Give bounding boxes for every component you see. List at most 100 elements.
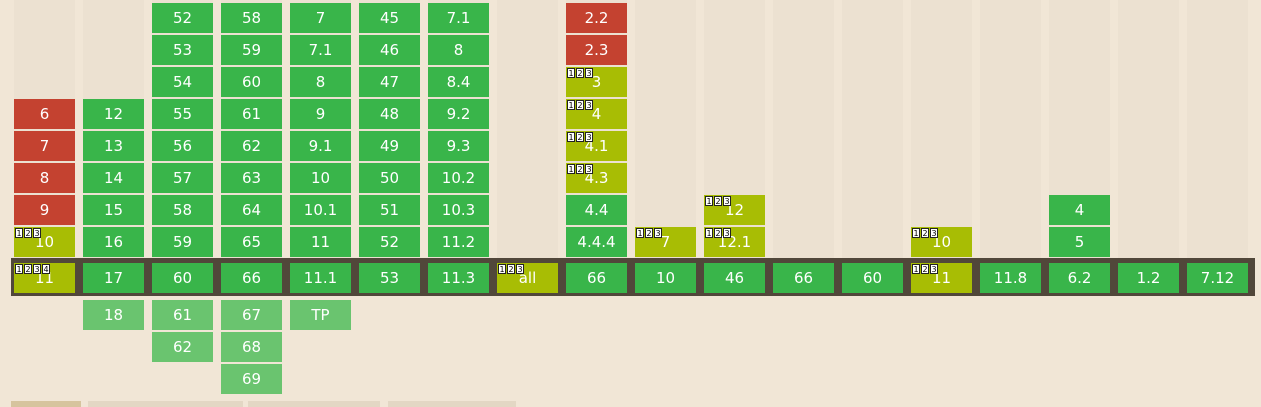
future-version-cell[interactable]: 69 xyxy=(221,364,282,394)
past-version-cell[interactable]: 10.2 xyxy=(428,163,489,193)
past-version-cell[interactable]: 7.1 xyxy=(290,35,351,65)
past-version-cell[interactable]: 45 xyxy=(359,3,420,33)
past-version-cell[interactable]: 7.1 xyxy=(428,3,489,33)
past-version-cell[interactable]: 50 xyxy=(359,163,420,193)
future-version-cell[interactable]: 61 xyxy=(152,300,213,330)
past-version-cell[interactable]: 10.1 xyxy=(290,195,351,225)
current-version-cell[interactable]: 7.12 xyxy=(1187,263,1248,293)
current-version-cell[interactable]: 11.3 xyxy=(428,263,489,293)
past-version-cell[interactable]: 8 xyxy=(290,67,351,97)
past-version-cell[interactable]: 10.3 xyxy=(428,195,489,225)
current-version-cell[interactable]: 11.8 xyxy=(980,263,1041,293)
past-version-cell[interactable]: 2.3 xyxy=(566,35,627,65)
past-version-cell[interactable]: 13 xyxy=(83,131,144,161)
past-version-cell[interactable]: 49 xyxy=(359,131,420,161)
past-version-cell[interactable]: 5 xyxy=(1049,227,1110,257)
past-version-cell[interactable]: 58 xyxy=(221,3,282,33)
future-version-cell[interactable]: 68 xyxy=(221,332,282,362)
past-version-cell[interactable]: 53 xyxy=(152,35,213,65)
bottom-tab[interactable] xyxy=(88,401,243,407)
future-version-cell[interactable]: 18 xyxy=(83,300,144,330)
past-version-cell[interactable]: 12 xyxy=(83,99,144,129)
past-version-cell[interactable]: 11 xyxy=(290,227,351,257)
past-version-cell[interactable]: 51 xyxy=(359,195,420,225)
past-version-cell[interactable]: 52 xyxy=(359,227,420,257)
current-version-cell[interactable]: 66 xyxy=(773,263,834,293)
past-version-cell[interactable]: 1 2 3 10 xyxy=(911,227,972,257)
version-label: 14 xyxy=(103,169,124,187)
current-version-cell[interactable]: 53 xyxy=(359,263,420,293)
current-version-cell[interactable]: 60 xyxy=(152,263,213,293)
past-version-cell[interactable]: 60 xyxy=(221,67,282,97)
past-version-cell[interactable]: 62 xyxy=(221,131,282,161)
past-version-cell[interactable]: 61 xyxy=(221,99,282,129)
past-version-cell[interactable]: 64 xyxy=(221,195,282,225)
past-version-cell[interactable]: 8.4 xyxy=(428,67,489,97)
current-version-cell[interactable]: 6.2 xyxy=(1049,263,1110,293)
past-version-cell[interactable]: 1 2 3 4.1 xyxy=(566,131,627,161)
current-version-cell[interactable]: 17 xyxy=(83,263,144,293)
past-version-cell[interactable]: 9 xyxy=(14,195,75,225)
future-version-cell[interactable]: 67 xyxy=(221,300,282,330)
current-version-cell[interactable]: 10 xyxy=(635,263,696,293)
past-version-cell[interactable]: 7 xyxy=(290,3,351,33)
current-version-cell[interactable]: 11.1 xyxy=(290,263,351,293)
past-version-cell[interactable]: 15 xyxy=(83,195,144,225)
past-version-cell[interactable]: 55 xyxy=(152,99,213,129)
current-version-cell[interactable]: 66 xyxy=(566,263,627,293)
current-version-cell[interactable]: 1 2 3 4 11 xyxy=(14,263,75,293)
current-version-cell[interactable]: 66 xyxy=(221,263,282,293)
version-label: 8 xyxy=(315,73,326,91)
past-version-cell[interactable]: 16 xyxy=(83,227,144,257)
past-version-cell[interactable]: 7 xyxy=(14,131,75,161)
past-version-cell[interactable]: 56 xyxy=(152,131,213,161)
past-version-cell[interactable]: 4.4 xyxy=(566,195,627,225)
bottom-tab[interactable] xyxy=(388,401,516,407)
bottom-tab[interactable] xyxy=(248,401,380,407)
past-version-cell[interactable]: 4.4.4 xyxy=(566,227,627,257)
past-version-cell[interactable]: 1 2 3 12 xyxy=(704,195,765,225)
past-version-cell[interactable]: 65 xyxy=(221,227,282,257)
past-version-cell[interactable]: 2.2 xyxy=(566,3,627,33)
current-version-cell[interactable]: 1 2 3 11 xyxy=(911,263,972,293)
past-version-cell[interactable]: 1 2 3 10 xyxy=(14,227,75,257)
past-version-cell[interactable]: 59 xyxy=(152,227,213,257)
past-version-cell[interactable]: 9.2 xyxy=(428,99,489,129)
past-version-cell[interactable]: 10 xyxy=(290,163,351,193)
past-version-cell[interactable]: 8 xyxy=(14,163,75,193)
past-version-cell[interactable]: 52 xyxy=(152,3,213,33)
current-version-cell[interactable]: 1.2 xyxy=(1118,263,1179,293)
past-version-cell[interactable]: 11.2 xyxy=(428,227,489,257)
version-label: 10 xyxy=(655,269,676,287)
past-version-cell[interactable]: 59 xyxy=(221,35,282,65)
version-label: 4.4 xyxy=(584,201,609,219)
past-version-cell[interactable]: 9 xyxy=(290,99,351,129)
past-version-cell[interactable]: 4 xyxy=(1049,195,1110,225)
past-version-cell[interactable]: 63 xyxy=(221,163,282,193)
past-version-cell[interactable]: 1 2 3 4.3 xyxy=(566,163,627,193)
past-version-cell[interactable]: 46 xyxy=(359,35,420,65)
past-version-cell[interactable]: 1 2 3 12.1 xyxy=(704,227,765,257)
past-version-cell[interactable]: 48 xyxy=(359,99,420,129)
version-label: 60 xyxy=(172,269,193,287)
bottom-tab[interactable] xyxy=(11,401,81,407)
past-version-cell[interactable]: 8 xyxy=(428,35,489,65)
current-version-cell[interactable]: 60 xyxy=(842,263,903,293)
future-version-cell[interactable]: 62 xyxy=(152,332,213,362)
past-version-cell[interactable]: 9.1 xyxy=(290,131,351,161)
current-version-cell[interactable]: 1 2 3 all xyxy=(497,263,558,293)
past-version-cell[interactable]: 58 xyxy=(152,195,213,225)
past-version-cell[interactable]: 6 xyxy=(14,99,75,129)
past-version-cell[interactable]: 47 xyxy=(359,67,420,97)
past-version-cell[interactable]: 54 xyxy=(152,67,213,97)
past-version-cell[interactable]: 57 xyxy=(152,163,213,193)
past-version-cell[interactable]: 9.3 xyxy=(428,131,489,161)
past-version-cell[interactable]: 14 xyxy=(83,163,144,193)
future-version-cell[interactable]: TP xyxy=(290,300,351,330)
current-version-cell[interactable]: 46 xyxy=(704,263,765,293)
